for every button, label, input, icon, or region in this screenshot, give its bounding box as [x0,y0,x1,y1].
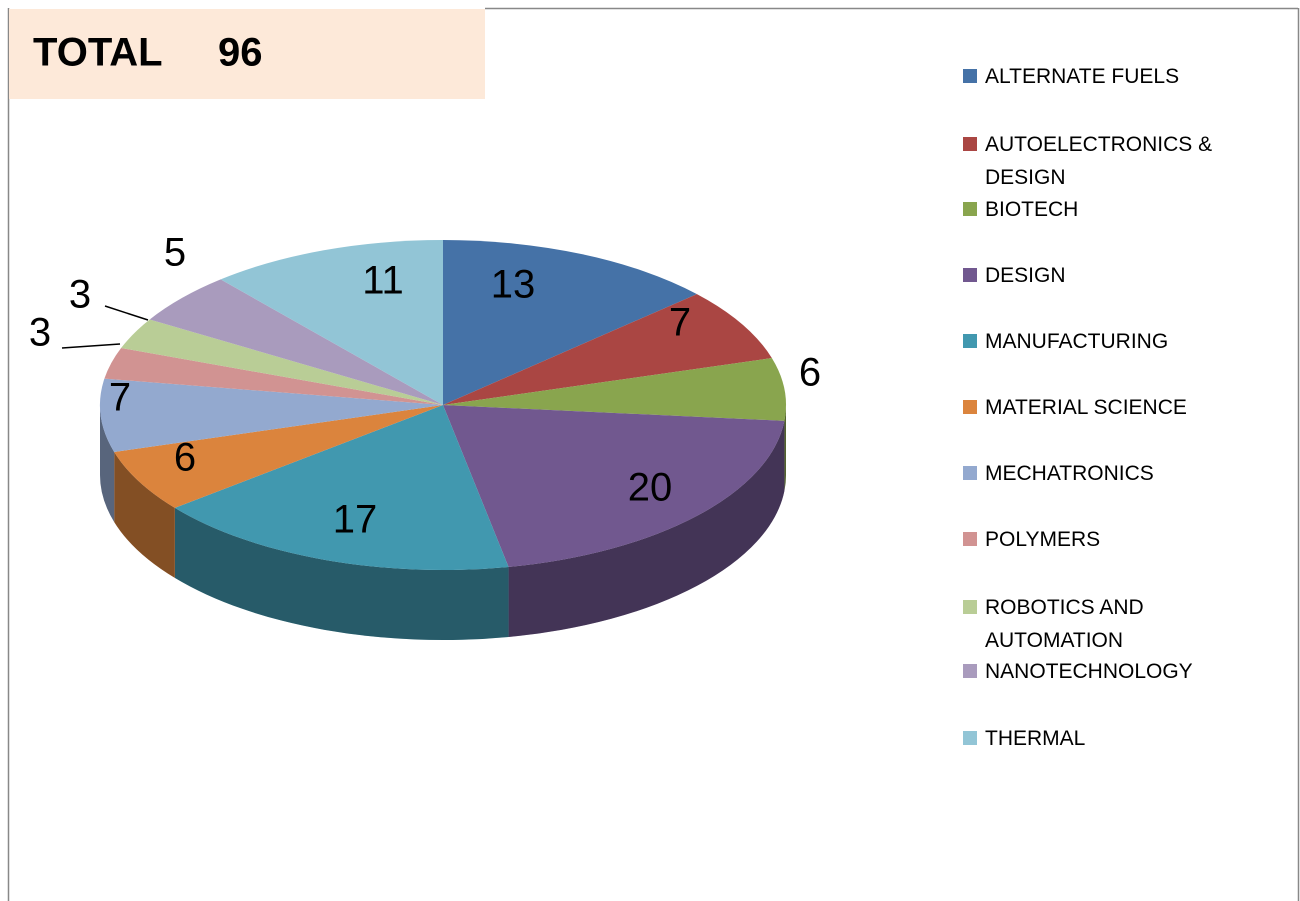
slice [443,405,785,567]
legend-item: POLYMERS [963,523,1235,556]
legend-swatch [963,400,977,414]
side-shade [174,507,509,640]
data-label: 6 [174,436,196,480]
data-label: 3 [69,273,91,317]
slice-side [174,507,509,640]
data-label: 20 [628,466,673,510]
data-label: 7 [669,301,691,345]
legend-swatch [963,69,977,83]
legend-item: ALTERNATE FUELS [963,60,1235,93]
legend-label: BIOTECH [985,198,1079,221]
legend-label: MANUFACTURING [985,330,1169,353]
data-label: 7 [109,376,131,420]
data-label: 13 [491,263,536,307]
data-label: 17 [333,498,378,542]
legend-item: NANOTECHNOLOGY [963,655,1235,688]
slice [149,279,443,405]
legend-swatch [963,268,977,282]
legend-swatch [963,532,977,546]
slice [174,405,509,570]
data-label: 11 [362,259,404,303]
legend-label: MECHATRONICS [985,462,1154,485]
total-label: TOTAL [33,31,163,75]
legend-label: POLYMERS [985,528,1101,551]
slice-side [508,420,785,637]
slice-side [784,405,786,491]
data-label: 3 [29,311,51,355]
legend-item: ROBOTICS AND AUTOMATION [963,591,1235,657]
leader-line [104,305,149,321]
slice [443,358,786,421]
data-label: 6 [799,351,821,395]
legend-item: MANUFACTURING [963,325,1235,358]
legend-swatch [963,466,977,480]
legend-label: NANOTECHNOLOGY [985,660,1193,683]
total-box [9,9,485,99]
legend-swatch [963,334,977,348]
total-value: 96 [218,31,263,75]
legend-item: THERMAL [963,722,1235,755]
slice [443,294,772,405]
side-shade [508,420,785,637]
slice [104,348,444,405]
legend-label: THERMAL [985,727,1086,750]
legend-swatch [963,664,977,678]
legend-label: ROBOTICS AND AUTOMATION [985,596,1144,652]
legend-label: ALTERNATE FUELS [985,65,1180,88]
legend-swatch [963,137,977,151]
slice-side [100,405,115,522]
legend-item: AUTOELECTRONICS & DESIGN [963,128,1235,194]
slice [220,240,443,405]
side-shade [784,405,786,491]
legend-item: BIOTECH [963,193,1235,226]
slice [99,378,443,452]
legend-swatch [963,202,977,216]
slice [121,319,443,405]
slice-side [114,451,175,578]
legend-item: MECHATRONICS [963,457,1235,490]
legend-item: DESIGN [963,259,1235,292]
slice [114,405,443,508]
legend-swatch [963,600,977,614]
legend-label: AUTOELECTRONICS & DESIGN [985,133,1213,189]
leader-line [61,343,121,349]
side-shade [100,405,115,522]
legend-item: MATERIAL SCIENCE [963,391,1235,424]
slice [443,240,697,405]
side-shade [114,451,175,578]
data-label: 5 [164,231,186,275]
legend-swatch [963,731,977,745]
legend-label: MATERIAL SCIENCE [985,396,1187,419]
legend-label: DESIGN [985,264,1066,287]
